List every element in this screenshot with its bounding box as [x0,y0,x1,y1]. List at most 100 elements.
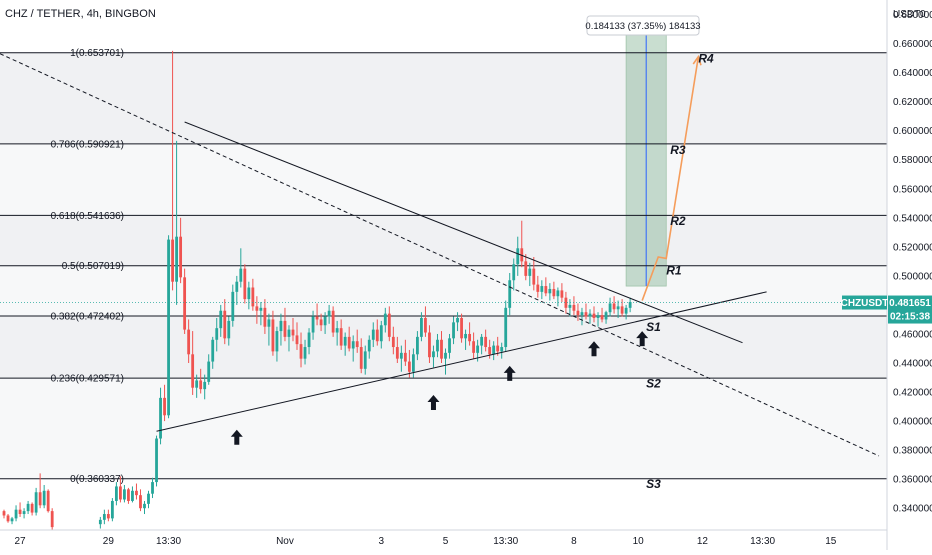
candle [135,483,138,500]
price-tick-label: 0.640000 [893,68,932,79]
candle [255,296,259,324]
level-label-r3: R3 [670,143,686,157]
fib-label: 0.236(0.429571) [51,374,124,385]
candle [440,331,443,364]
candle [223,299,227,345]
candle [492,341,496,361]
candle-body [279,320,283,332]
currency-label: USDT 0 [893,9,926,20]
level-label-s1: S1 [646,320,661,334]
price-tag-value: 0.481651 [889,298,931,309]
candle [243,264,247,304]
candle-body [432,351,435,358]
candle [247,281,251,310]
candle [524,254,528,281]
candle-body [335,328,339,333]
candle [167,235,170,419]
candle [319,313,323,332]
candle [207,354,211,385]
candle-body [106,514,110,519]
support-arrow-icon [588,341,601,357]
candle-body [343,336,347,346]
candle [315,303,319,326]
candle-body [540,286,544,292]
candle-body [596,315,600,318]
candle [568,299,572,317]
candle [279,313,283,346]
candle-body [592,313,596,318]
candle [131,486,134,503]
candle-body [151,482,154,494]
candle-body [456,318,459,323]
price-tick-label: 0.420000 [893,388,932,399]
time-tick-label: 12 [697,536,709,547]
time-tick-label: 3 [379,536,385,547]
candle-body [30,503,34,513]
time-tick-label: 5 [443,536,449,547]
candle [151,477,154,499]
candle-body [14,509,18,519]
measure-tool[interactable]: 0.184133 (37.35%) 184133 [585,15,701,287]
candle-body [359,347,363,369]
candle-body [560,290,564,298]
time-tick-label: 29 [103,536,115,547]
candle-body [552,288,556,297]
candle-body [231,291,235,321]
trendline-upper-resistance[interactable] [184,121,743,344]
trendlines-layer[interactable] [0,53,887,457]
candle-body [215,328,219,340]
candle-body [135,490,138,496]
fib-retracement[interactable]: 1(0.653701) 0.786(0.590921) 0.618(0.541636… [0,48,887,485]
candle [183,268,187,334]
candle [620,299,624,317]
fib-zone [0,378,887,479]
candle-body [556,290,560,297]
candle [343,332,347,356]
candle-body [315,316,319,320]
candle [460,313,463,343]
candle [299,332,303,368]
candle-body [143,503,146,509]
candle [331,306,335,337]
candle [263,299,267,334]
candle-body [299,344,303,359]
price-tick-label: 0.360000 [893,475,932,486]
candle [584,303,588,320]
candle-body [219,310,223,329]
candle-body [102,514,106,520]
candle [528,262,532,287]
candle [119,476,122,503]
candle-body [524,261,528,276]
trendline-dashed-downtrend[interactable] [0,53,880,457]
candle-body [295,335,299,345]
support-arrow-icon [503,365,516,381]
candle [114,482,118,506]
candle-body [428,332,431,358]
candle [46,489,50,513]
candle [14,505,18,522]
candle-body [10,518,14,522]
candle-body [251,287,255,307]
candle [448,333,451,359]
candle-body [572,304,576,311]
candle [432,345,435,368]
time-axis[interactable]: 27 29 13:30 Nov 3 5 13:30 8 10 12 13:30 15 [15,536,837,547]
candle [311,310,315,340]
candle-body [275,331,279,352]
price-tick-label: 0.520000 [893,242,932,253]
price-tag [888,295,932,324]
candle-body [247,287,251,300]
candle [102,509,106,525]
candle [271,310,275,356]
price-tick-label: 0.660000 [893,39,932,50]
projection-path[interactable] [641,56,700,301]
candle-body [127,489,130,501]
candle [303,339,307,365]
trendline-lower-support[interactable] [156,291,767,432]
candle-body [2,511,6,516]
candle-body [580,312,584,316]
price-tag-countdown: 02:15:38 [890,312,930,323]
candle-body [488,347,492,355]
candles-layer [2,50,632,530]
